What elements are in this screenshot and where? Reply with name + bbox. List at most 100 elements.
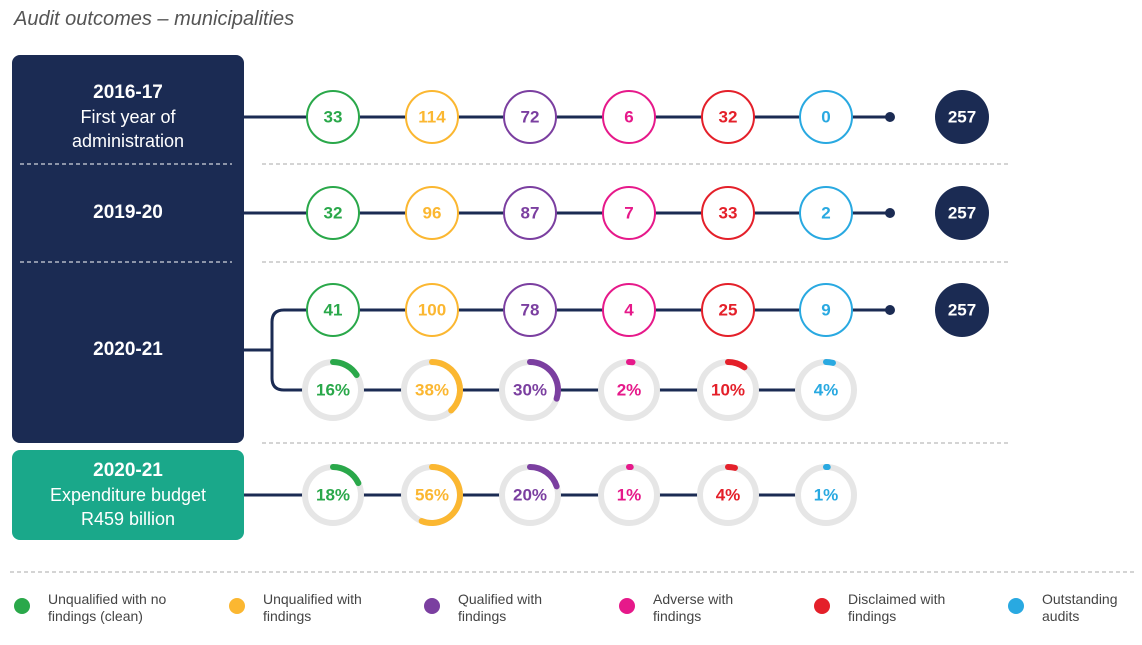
- count-circle: [602, 90, 656, 144]
- count: 33: [324, 108, 343, 127]
- legend-label: Adverse with findings: [653, 591, 734, 624]
- total: 257: [948, 204, 976, 223]
- period-subtitle: Expenditure budget R459 billion: [49, 485, 207, 529]
- count-circle: [701, 186, 755, 240]
- legend-label: Outstanding audits: [1042, 591, 1118, 624]
- count-circle: [306, 90, 360, 144]
- period-label: 2019-20: [28, 201, 228, 225]
- ring-arc: [725, 464, 738, 471]
- count: 78: [521, 301, 540, 320]
- legend-dot: [424, 598, 440, 614]
- count-circle: [602, 186, 656, 240]
- count-circle: [503, 186, 557, 240]
- period: 2019-20: [93, 202, 163, 223]
- count-circle: [701, 90, 755, 144]
- ring-track: [303, 465, 363, 525]
- end-dot: [885, 208, 895, 218]
- ring-track: [402, 465, 462, 525]
- branch: [244, 308, 285, 392]
- budget-box: [12, 450, 244, 540]
- period-subtitle: First year of administration: [71, 107, 185, 151]
- percent-label: 4%: [814, 381, 839, 400]
- legend-dot: [1008, 598, 1024, 614]
- total: 257: [948, 108, 976, 127]
- percent-label: 10%: [711, 381, 745, 400]
- end-dot: [885, 112, 895, 122]
- ring-track: [796, 465, 856, 525]
- end-dot: [885, 305, 895, 315]
- period: 2016-17: [93, 82, 163, 103]
- ring-arc: [330, 464, 362, 487]
- count-circle: [799, 283, 853, 337]
- count-circle: [799, 90, 853, 144]
- period: 2020-21: [93, 460, 163, 481]
- legend-label: Unqualified with findings: [263, 591, 362, 624]
- count: 0: [821, 108, 830, 127]
- count-circle: [306, 283, 360, 337]
- percent-label: 2%: [617, 381, 642, 400]
- legend-label: Unqualified with no findings (clean): [48, 591, 167, 624]
- legend-dot: [14, 598, 30, 614]
- ring-track: [303, 360, 363, 420]
- ring-arc: [527, 359, 561, 402]
- ring-arc: [527, 464, 560, 490]
- count: 32: [324, 204, 343, 223]
- ring-track: [500, 360, 560, 420]
- legend-dot: [814, 598, 830, 614]
- ring-arc: [823, 359, 836, 366]
- count-circle: [503, 90, 557, 144]
- percent-label: 18%: [316, 486, 350, 505]
- count: 4: [624, 301, 634, 320]
- legend-label: Qualified with findings: [458, 591, 543, 624]
- count-circle: [503, 283, 557, 337]
- legend-dot: [619, 598, 635, 614]
- separators: [10, 163, 1135, 573]
- total-circle: [935, 90, 989, 144]
- count: 7: [624, 204, 633, 223]
- ring-track: [796, 360, 856, 420]
- count-circle: [799, 186, 853, 240]
- count-circle: [602, 283, 656, 337]
- count: 2: [821, 204, 830, 223]
- total-circle: [935, 186, 989, 240]
- ring-track: [402, 360, 462, 420]
- ring-track: [599, 360, 659, 420]
- percent-label: 1%: [814, 486, 839, 505]
- total: 257: [948, 301, 976, 320]
- title: Audit outcomes – municipalities: [14, 8, 295, 30]
- period-label: 2020-21 Expenditure budget R459 billion: [28, 459, 228, 531]
- count: 9: [821, 301, 830, 320]
- legend-dot: [229, 598, 245, 614]
- count: 32: [719, 108, 738, 127]
- ring-track: [698, 360, 758, 420]
- ring-arc: [429, 359, 463, 414]
- percent-label: 38%: [415, 381, 449, 400]
- total-circle: [935, 283, 989, 337]
- period-label: 2020-21: [28, 338, 228, 362]
- count: 41: [324, 301, 343, 320]
- percent-label: 56%: [415, 486, 449, 505]
- percent-label: 1%: [617, 486, 642, 505]
- ring-arc: [330, 359, 360, 378]
- count-circle: [306, 186, 360, 240]
- count: 6: [624, 108, 633, 127]
- percent-label: 4%: [716, 486, 741, 505]
- count-circle: [405, 186, 459, 240]
- count-circle: [701, 283, 755, 337]
- count: 72: [521, 108, 540, 127]
- count-circle: [405, 90, 459, 144]
- percent-label: 20%: [513, 486, 547, 505]
- ring-track: [500, 465, 560, 525]
- count: 96: [423, 204, 442, 223]
- percent-label: 16%: [316, 381, 350, 400]
- count: 100: [418, 301, 446, 320]
- period-box: [12, 55, 244, 443]
- legend-label: Disclaimed with findings: [848, 591, 946, 624]
- count: 25: [719, 301, 738, 320]
- count: 114: [418, 108, 446, 127]
- percent-label: 30%: [513, 381, 547, 400]
- period: 2020-21: [93, 339, 163, 360]
- ring-arc: [725, 359, 748, 371]
- count: 33: [719, 204, 738, 223]
